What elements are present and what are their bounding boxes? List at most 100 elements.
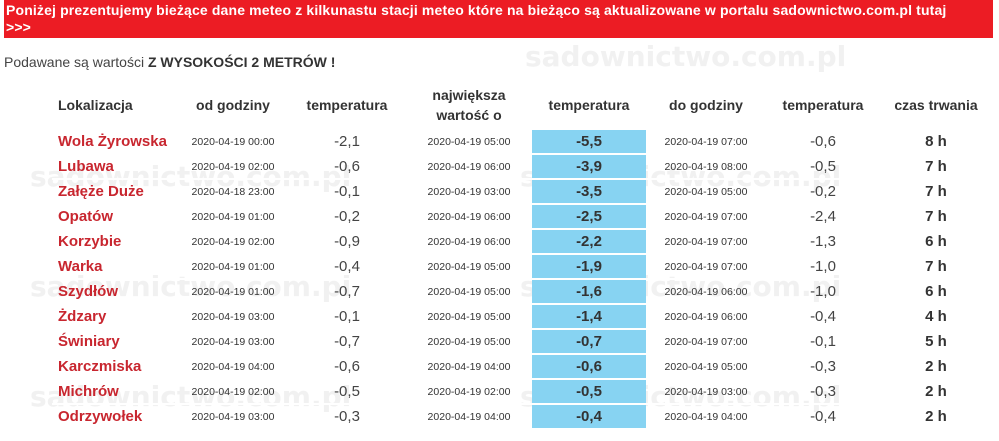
location-link[interactable]: Świniary [52, 329, 178, 355]
table-row: Szydłów 2020-04-19 01:00 -0,7 2020-04-19 05… [52, 279, 992, 305]
max-value-time-cell: 2020-04-19 06:00 [406, 229, 532, 255]
table-row: Odrzywołek 2020-04-19 03:00 -0,3 2020-04-19… [52, 404, 992, 430]
to-time-cell: 2020-04-19 07:00 [646, 229, 766, 255]
from-time-cell: 2020-04-19 02:00 [178, 229, 288, 255]
temperature-min-cell: -2,2 [532, 229, 646, 255]
duration-cell: 6 h [880, 229, 992, 255]
table-row: Korzybie 2020-04-19 02:00 -0,9 2020-04-19 0… [52, 229, 992, 255]
duration-cell: 8 h [880, 130, 992, 155]
location-link[interactable]: Karczmiska [52, 354, 178, 380]
header-max-value-line1: największa [432, 87, 506, 103]
temperature-start-cell: -0,7 [288, 329, 406, 355]
duration-cell: 7 h [880, 204, 992, 230]
temperature-min-cell: -5,5 [532, 130, 646, 155]
temperature-min-cell: -0,6 [532, 354, 646, 380]
temperature-end-cell: -0,2 [766, 179, 880, 205]
from-time-cell: 2020-04-19 01:00 [178, 279, 288, 305]
temperature-end-cell: -1,0 [766, 254, 880, 280]
temperature-end-cell: -1,3 [766, 229, 880, 255]
from-time-cell: 2020-04-19 03:00 [178, 404, 288, 430]
header-to-time: do godziny [669, 97, 743, 113]
table-row: Karczmiska 2020-04-19 04:00 -0,6 2020-04-19… [52, 354, 992, 380]
header-max-value-line2: wartość o [436, 107, 502, 123]
temperature-end-cell: -0,3 [766, 379, 880, 405]
temperature-min-cell: -2,5 [532, 204, 646, 230]
duration-cell: 2 h [880, 379, 992, 405]
location-link[interactable]: Michrów [52, 379, 178, 405]
temperature-end-cell: -0,3 [766, 354, 880, 380]
table-row: Opatów 2020-04-19 01:00 -0,2 2020-04-19 06:… [52, 204, 992, 230]
banner-text: Poniżej prezentujemy bieżące dane meteo … [6, 2, 947, 18]
table-row: Lubawa 2020-04-19 02:00 -0,6 2020-04-19 06:… [52, 154, 992, 180]
table-header-row: Lokalizacja od godziny temperatura najwi… [52, 80, 992, 130]
temperature-start-cell: -0,1 [288, 304, 406, 330]
temperature-start-cell: -0,6 [288, 354, 406, 380]
duration-cell: 7 h [880, 154, 992, 180]
header-temperature-start: temperatura [306, 97, 388, 113]
to-time-cell: 2020-04-19 07:00 [646, 254, 766, 280]
location-link[interactable]: Warka [52, 254, 178, 280]
to-time-cell: 2020-04-19 06:00 [646, 304, 766, 330]
temperature-min-cell: -0,4 [532, 404, 646, 430]
temperature-start-cell: -0,2 [288, 204, 406, 230]
max-value-time-cell: 2020-04-19 04:00 [406, 404, 532, 430]
to-time-cell: 2020-04-19 03:00 [646, 379, 766, 405]
from-time-cell: 2020-04-19 00:00 [178, 130, 288, 155]
max-value-time-cell: 2020-04-19 05:00 [406, 130, 532, 155]
max-value-time-cell: 2020-04-19 05:00 [406, 254, 532, 280]
info-banner-link[interactable]: Poniżej prezentujemy bieżące dane meteo … [4, 0, 993, 38]
table-row: Załęże Duże 2020-04-18 23:00 -0,1 2020-04-1… [52, 179, 992, 205]
temperature-end-cell: -1,0 [766, 279, 880, 305]
temperature-min-cell: -1,4 [532, 304, 646, 330]
to-time-cell: 2020-04-19 07:00 [646, 130, 766, 155]
temperature-start-cell: -0,9 [288, 229, 406, 255]
temperature-end-cell: -0,4 [766, 404, 880, 430]
table-row: Warka 2020-04-19 01:00 -0,4 2020-04-19 05:0… [52, 254, 992, 280]
from-time-cell: 2020-04-19 02:00 [178, 154, 288, 180]
header-location: Lokalizacja [58, 97, 133, 113]
temperature-start-cell: -0,5 [288, 379, 406, 405]
temperature-end-cell: -0,4 [766, 304, 880, 330]
header-from-time: od godziny [196, 97, 270, 113]
to-time-cell: 2020-04-19 04:00 [646, 404, 766, 430]
table-row: Michrów 2020-04-19 02:00 -0,5 2020-04-19 02… [52, 379, 992, 405]
location-link[interactable]: Wola Żyrowska [52, 130, 178, 155]
table-row: Wola Żyrowska 2020-04-19 00:00 -2,1 2020-04… [52, 130, 992, 155]
location-link[interactable]: Odrzywołek [52, 404, 178, 430]
duration-cell: 7 h [880, 179, 992, 205]
location-link[interactable]: Żdzary [52, 304, 178, 330]
location-link[interactable]: Lubawa [52, 154, 178, 180]
duration-cell: 7 h [880, 254, 992, 280]
from-time-cell: 2020-04-19 01:00 [178, 204, 288, 230]
from-time-cell: 2020-04-18 23:00 [178, 179, 288, 205]
temperature-min-cell: -3,5 [532, 179, 646, 205]
temperature-start-cell: -0,1 [288, 179, 406, 205]
max-value-time-cell: 2020-04-19 02:00 [406, 379, 532, 405]
duration-cell: 2 h [880, 354, 992, 380]
to-time-cell: 2020-04-19 05:00 [646, 179, 766, 205]
temperature-end-cell: -0,6 [766, 130, 880, 155]
temperature-min-cell: -3,9 [532, 154, 646, 180]
to-time-cell: 2020-04-19 07:00 [646, 204, 766, 230]
header-temperature-min: temperatura [548, 97, 630, 113]
from-time-cell: 2020-04-19 03:00 [178, 304, 288, 330]
to-time-cell: 2020-04-19 05:00 [646, 354, 766, 380]
location-link[interactable]: Szydłów [52, 279, 178, 305]
from-time-cell: 2020-04-19 04:00 [178, 354, 288, 380]
from-time-cell: 2020-04-19 03:00 [178, 329, 288, 355]
max-value-time-cell: 2020-04-19 05:00 [406, 329, 532, 355]
height-note: Podawane są wartości Z WYSOKOŚCI 2 METRÓ… [4, 54, 999, 70]
max-value-time-cell: 2020-04-19 04:00 [406, 354, 532, 380]
location-link[interactable]: Korzybie [52, 229, 178, 255]
header-max-value: największa wartość o [406, 80, 532, 130]
location-link[interactable]: Załęże Duże [52, 179, 178, 205]
temperature-end-cell: -2,4 [766, 204, 880, 230]
max-value-time-cell: 2020-04-19 05:00 [406, 279, 532, 305]
temperature-min-cell: -0,7 [532, 329, 646, 355]
location-link[interactable]: Opatów [52, 204, 178, 230]
temperature-start-cell: -0,4 [288, 254, 406, 280]
duration-cell: 6 h [880, 279, 992, 305]
table-row: Żdzary 2020-04-19 03:00 -0,1 2020-04-19 05:… [52, 304, 992, 330]
max-value-time-cell: 2020-04-19 06:00 [406, 154, 532, 180]
banner-arrow-link[interactable]: >>> [6, 19, 31, 35]
